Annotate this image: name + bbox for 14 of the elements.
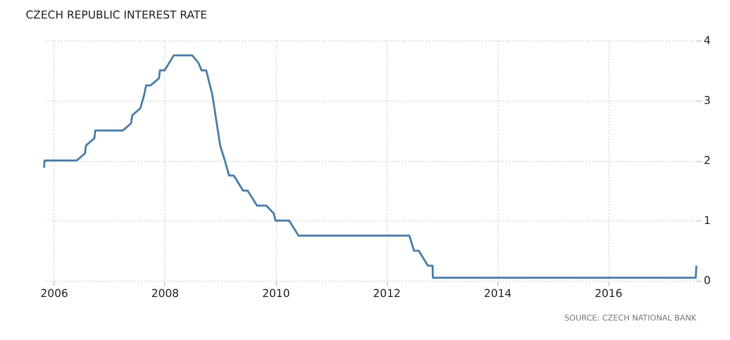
- y-tick-label: 4: [704, 34, 711, 47]
- y-tick-label: 2: [704, 154, 711, 168]
- x-tick-label: 2016: [594, 287, 622, 300]
- x-tick-label: 2006: [40, 287, 68, 300]
- y-tick-label: 3: [704, 94, 711, 107]
- x-tick-label: 2014: [484, 287, 512, 300]
- x-tick-label: 2010: [262, 287, 290, 300]
- line-series: [42, 54, 698, 279]
- y-tick-label: 0: [704, 274, 711, 288]
- x-tick-label: 2008: [151, 287, 180, 300]
- x-tick-label: 2012: [372, 287, 401, 300]
- chart-title: CZECH REPUBLIC INTEREST RATE: [26, 8, 208, 22]
- source-note: SOURCE: CZECH NATIONAL BANK: [564, 313, 698, 322]
- y-tick-label: 1: [704, 214, 711, 228]
